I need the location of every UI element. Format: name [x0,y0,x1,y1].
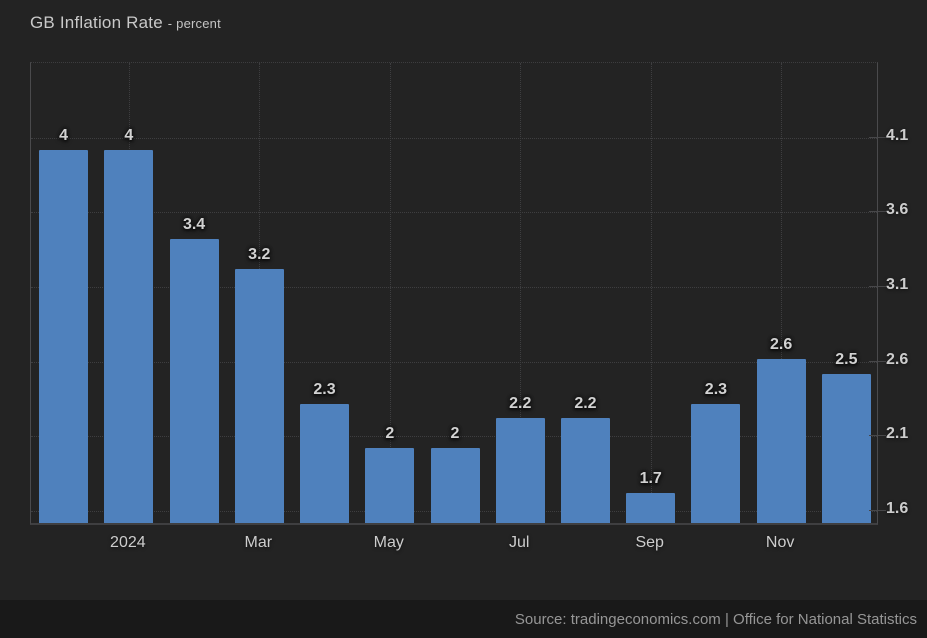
bar[interactable] [169,239,219,523]
gridline-horizontal [31,436,877,438]
x-tick-label: Mar [244,534,273,551]
chart-title: GB Inflation Rate - percent [30,13,221,33]
y-axis-tick [869,360,886,362]
bar-value-label: 3.4 [182,216,206,234]
gridline-vertical [520,63,522,523]
source-text: Source: tradingeconomics.com | Office fo… [514,610,917,628]
bar-value-label: 2 [450,425,460,443]
gridline-horizontal [31,287,877,289]
gridline-vertical [650,63,652,523]
bar[interactable] [300,403,350,523]
bar-value-label: 2.2 [509,395,532,413]
x-tick-label: 2024 [110,534,146,551]
bar[interactable] [626,493,676,523]
gridline-horizontal [31,212,877,214]
bar-value-label: 4 [124,126,134,144]
y-tick-label: 2.6 [886,350,909,368]
gridline-vertical [781,63,783,523]
source-footer: Source: tradingeconomics.com | Office fo… [0,600,927,638]
plot-area: 4 4 3.4 3.2 2.3 2 2 2.2 2.2 1.7 2.3 2.6 2.5 [30,62,878,525]
bar[interactable] [365,448,415,523]
gridline-horizontal [31,137,877,139]
y-axis-tick [869,211,886,213]
y-tick-label: 3.1 [886,276,909,294]
bar[interactable] [39,149,89,523]
x-tick-label: Sep [635,534,664,551]
bar-value-label: 2 [385,425,395,443]
bar-value-label: 2.6 [770,335,793,353]
y-tick-label: 3.6 [886,201,909,219]
bar-value-label: 3.2 [248,246,271,264]
gridline-horizontal [31,361,877,363]
x-tick-label: Nov [765,534,795,551]
bar[interactable] [104,149,154,523]
gridline-vertical [389,63,391,523]
bar-value-label: 2.5 [835,350,858,368]
bar[interactable] [234,269,284,523]
y-tick-label: 4.1 [886,126,909,144]
y-axis-tick [869,286,886,288]
bar-value-label: 4 [59,126,69,144]
x-tick-label: May [373,534,404,551]
bar[interactable] [691,403,741,523]
x-tick-label: Jul [508,534,530,551]
chart-subtitle-text: - percent [167,16,221,31]
chart-subtitle: - percent [168,16,221,31]
bar-value-label: 2.2 [574,395,597,413]
y-axis-tick [869,510,886,512]
bar[interactable] [495,418,545,523]
y-tick-label: 1.6 [886,500,909,518]
y-tick-label: 2.1 [886,425,909,443]
bar-value-label: 2.3 [313,380,336,398]
bar[interactable] [756,358,806,523]
chart-title-main: GB Inflation Rate [30,13,163,32]
bar[interactable] [560,418,610,523]
bar-value-label: 1.7 [639,470,662,488]
y-axis-tick [869,435,886,437]
bar[interactable] [430,448,480,523]
y-axis-tick [869,136,886,138]
bar[interactable] [821,373,871,523]
bar-value-label: 2.3 [704,380,728,398]
